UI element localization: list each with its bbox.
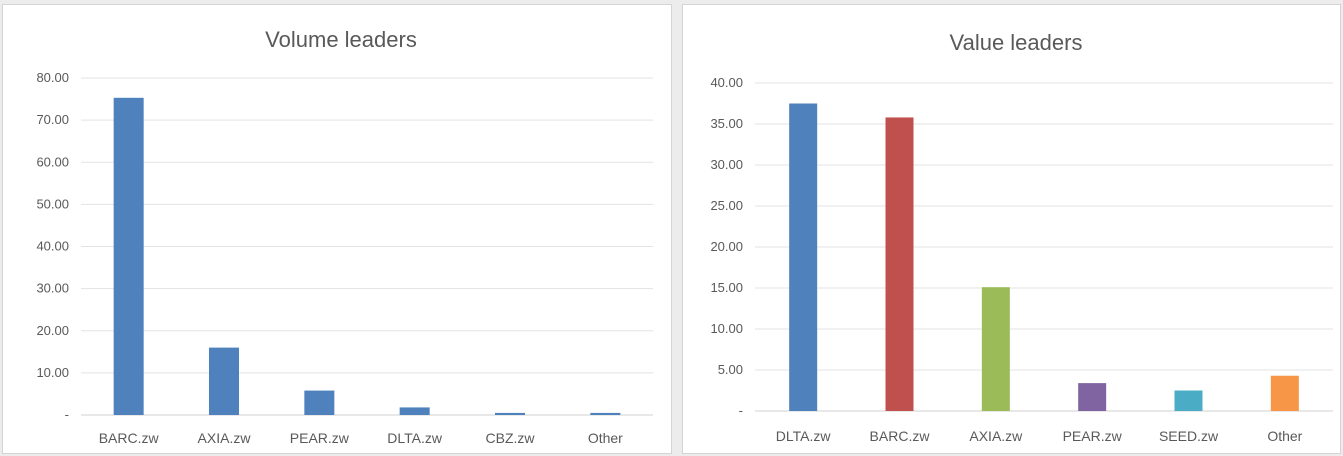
x-category-label: Other xyxy=(1267,428,1302,444)
x-category-label: BARC.zw xyxy=(870,428,931,444)
y-tick-label: 70.00 xyxy=(36,112,69,127)
bar-pear-zw xyxy=(1078,383,1107,411)
x-category-label: SEED.zw xyxy=(1159,428,1219,444)
volume-leaders-chart: Volume leaders - 10.00 20.00 30.00 40.00 50.00… xyxy=(2,4,672,454)
x-category-label: CBZ.zw xyxy=(486,430,536,446)
x-category-label: DLTA.zw xyxy=(387,430,443,446)
x-category-label: Other xyxy=(588,430,623,446)
chart-title: Value leaders xyxy=(950,30,1083,55)
y-tick-label: 40.00 xyxy=(36,239,69,254)
x-category-label: DLTA.zw xyxy=(776,428,832,444)
y-tick-label: 40.00 xyxy=(710,75,743,90)
bar-dlta-zw xyxy=(789,103,818,411)
bar-cbz-zw xyxy=(495,412,525,415)
x-category-label: PEAR.zw xyxy=(290,430,350,446)
y-tick-label: 10.00 xyxy=(36,365,69,380)
value-leaders-svg: Value leaders - 5.00 10.00 15.00 20.00 25.00 30… xyxy=(710,30,1333,444)
bar-barc-zw xyxy=(885,117,914,411)
y-tick-label: 30.00 xyxy=(710,157,743,172)
y-tick-label: 50.00 xyxy=(36,196,69,211)
bar-other xyxy=(590,412,621,415)
x-category-label: AXIA.zw xyxy=(969,428,1023,444)
y-tick-label: 30.00 xyxy=(36,281,69,296)
chart-title: Volume leaders xyxy=(265,27,417,52)
bar-axia-zw xyxy=(209,347,239,415)
y-tick-label: 80.00 xyxy=(36,70,69,85)
volume-leaders-svg: Volume leaders - 10.00 20.00 30.00 40.00 50.00… xyxy=(36,27,653,446)
x-category-label: AXIA.zw xyxy=(198,430,252,446)
y-tick-label: - xyxy=(739,403,743,418)
bar-pear-zw xyxy=(304,390,335,415)
bar-dlta-zw xyxy=(399,407,430,415)
y-tick-label: 10.00 xyxy=(710,321,743,336)
x-category-label: PEAR.zw xyxy=(1063,428,1123,444)
x-category-label: BARC.zw xyxy=(99,430,160,446)
value-leaders-chart: Value leaders - 5.00 10.00 15.00 20.00 25.00 30… xyxy=(682,4,1341,454)
bar-seed-zw xyxy=(1174,390,1203,411)
bar-barc-zw xyxy=(113,97,144,415)
bar-axia-zw xyxy=(981,287,1010,411)
y-tick-label: 60.00 xyxy=(36,154,69,169)
y-tick-label: 35.00 xyxy=(710,116,743,131)
bar-other xyxy=(1270,375,1299,411)
y-tick-label: 20.00 xyxy=(710,239,743,254)
y-tick-label: 20.00 xyxy=(36,323,69,338)
y-tick-label: 25.00 xyxy=(710,198,743,213)
y-tick-label: 5.00 xyxy=(718,362,743,377)
y-tick-label: 15.00 xyxy=(710,280,743,295)
y-tick-label: - xyxy=(65,407,69,422)
